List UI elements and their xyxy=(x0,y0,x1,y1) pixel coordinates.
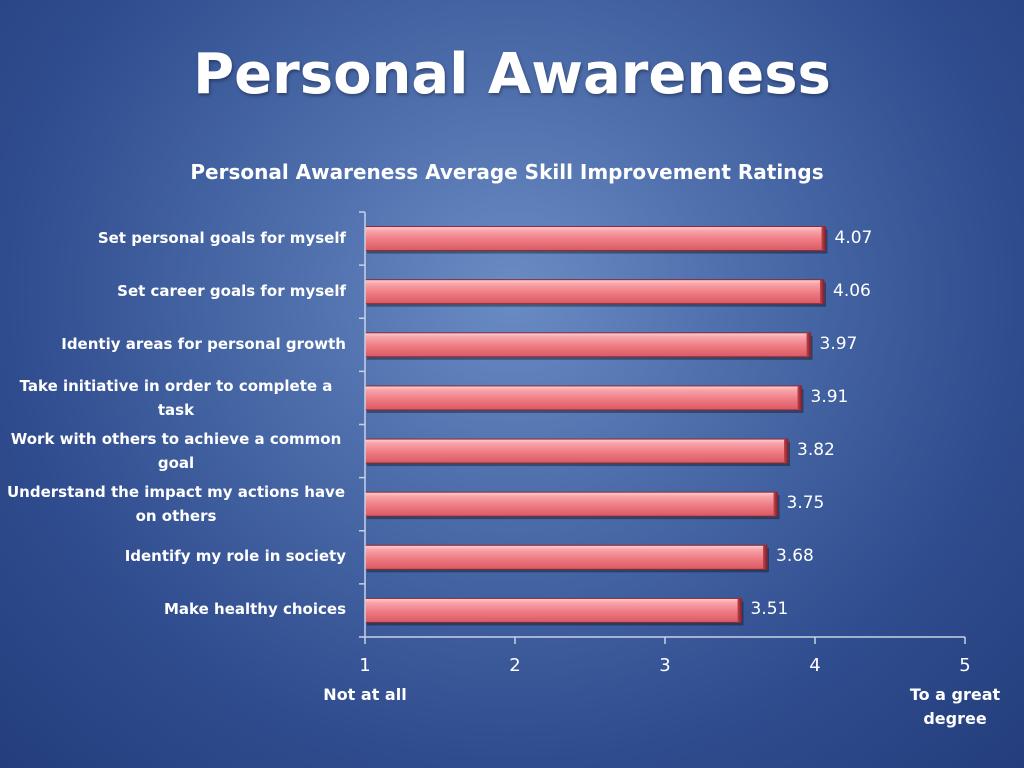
bar-group xyxy=(364,279,826,307)
bar-end-cap xyxy=(820,279,824,304)
slide-title: Personal Awareness xyxy=(193,42,831,107)
bar xyxy=(364,332,811,358)
bar-value-label: 3.68 xyxy=(776,546,814,567)
bar-end-cap xyxy=(773,492,778,517)
bar-group xyxy=(364,597,744,626)
bar-end-cap xyxy=(806,332,811,357)
bar-group xyxy=(364,332,813,360)
bar-group xyxy=(364,226,828,254)
bar-end-cap xyxy=(821,226,826,251)
bar xyxy=(364,385,802,411)
scale-anchor-high-label: To a great degree xyxy=(909,685,1001,728)
category-label: Make healthy choices xyxy=(164,600,346,619)
bar-value-label: 3.51 xyxy=(750,599,789,620)
category-label: Understand the impact my actions have on… xyxy=(6,483,346,526)
bar-end-cap xyxy=(797,385,802,410)
bar-value-label: 4.07 xyxy=(834,227,873,248)
x-tick-label: 1 xyxy=(359,655,371,676)
bar-group xyxy=(364,385,804,413)
category-label: Work with others to achieve a common goa… xyxy=(10,430,342,473)
chart-title: Personal Awareness Average Skill Improve… xyxy=(190,160,824,184)
bar xyxy=(364,226,826,252)
bar-value-label: 3.91 xyxy=(810,386,849,407)
category-label: Identify my role in society xyxy=(124,547,346,566)
bar-value-label: 3.82 xyxy=(797,440,835,461)
bar xyxy=(364,544,768,570)
bar-group xyxy=(364,438,790,467)
bar-value-label: 4.06 xyxy=(833,280,871,301)
x-tick-label: 3 xyxy=(659,655,671,676)
scale-anchor-low-label: Not at all xyxy=(323,685,407,704)
bar-end-cap xyxy=(737,598,742,623)
bar-group xyxy=(364,491,780,520)
bar xyxy=(364,279,825,305)
bar-end-cap xyxy=(784,439,788,464)
category-label: Identiy areas for personal growth xyxy=(61,334,346,353)
bar-value-label: 3.97 xyxy=(819,333,858,354)
bar xyxy=(364,491,778,517)
x-tick-label: 2 xyxy=(509,655,521,676)
category-label: Set career goals for myself xyxy=(117,281,346,300)
bar xyxy=(364,597,742,623)
x-tick-label: 4 xyxy=(809,655,821,676)
bar xyxy=(364,438,789,464)
category-label: Take initiative in order to complete a t… xyxy=(19,376,333,419)
x-tick-label: 5 xyxy=(959,655,971,676)
bar-group xyxy=(364,544,769,573)
bar-end-cap xyxy=(763,545,767,570)
category-label: Set personal goals for myself xyxy=(97,228,346,247)
bar-value-label: 3.75 xyxy=(786,493,825,514)
